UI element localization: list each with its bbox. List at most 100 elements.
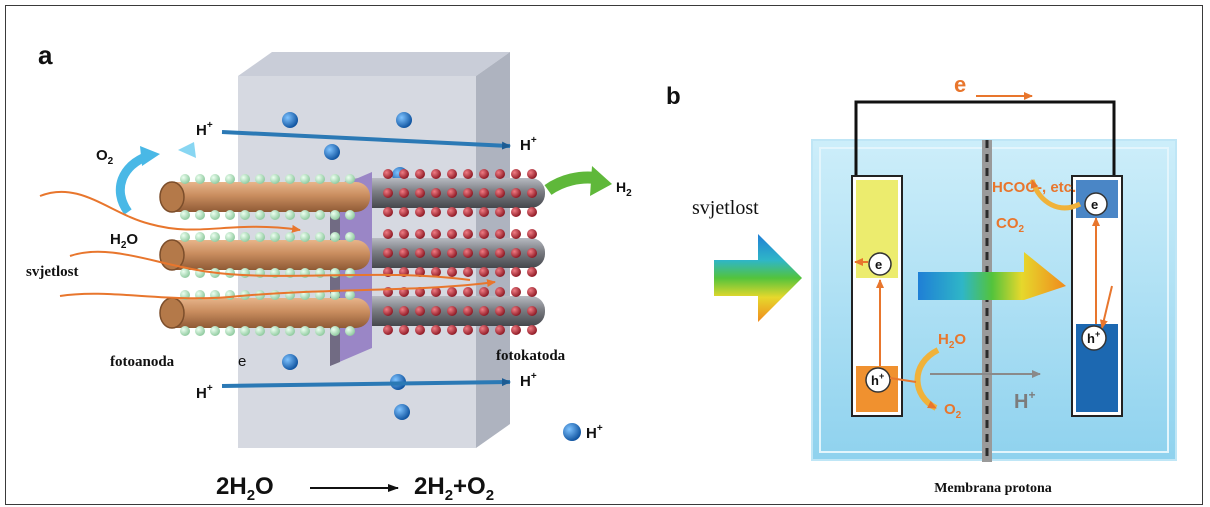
anode-bead [330,290,340,300]
electron-fragment-label: e [238,353,246,370]
electron-particle-right [1084,192,1108,216]
cathode-bead [479,248,489,258]
anode-bead [330,210,340,220]
cathode-bead [431,229,441,239]
anode-bead [270,210,280,220]
anode-bead [180,326,190,336]
anode-bead [240,268,250,278]
cathode-bead [479,229,489,239]
anode-bead [210,174,220,184]
anode-bead [285,290,295,300]
cathode-bead [383,188,393,198]
electron-flow-label: e [954,72,966,97]
cathode-bead [399,306,409,316]
cathode-bead [431,306,441,316]
o2-label-b: O2 [944,401,962,421]
membrane-caption: Membrana protona [934,481,1052,496]
anode-bead [195,232,205,242]
anode-bead [270,174,280,184]
co2-reduction-arrow [1029,179,1082,211]
anode-bead [240,210,250,220]
o2-label: O2 [96,147,114,167]
cathode-bead [463,188,473,198]
cathode-bead [463,229,473,239]
cathode-bead [527,267,537,277]
anode-bead [330,326,340,336]
anode-bead [300,232,310,242]
anode-bead [240,174,250,184]
panel-b: b e svjetlost e [666,72,1177,496]
anode-bead [285,232,295,242]
cathode-bead [415,306,425,316]
anode-bead [330,268,340,278]
cathode-bead [399,248,409,258]
cathode-bead [431,169,441,179]
anode-bead [180,174,190,184]
photoanode-label: fotoanoda [110,354,175,370]
cathode-bead [447,188,457,198]
h-plus-label-top-left: H+ [196,120,213,139]
cathode-bead [463,325,473,335]
anode-bead [255,210,265,220]
external-circuit-wire [854,100,1116,176]
cathode-bead [383,306,393,316]
proton-arrow-top [221,130,511,150]
anode-bead [180,268,190,278]
cathode-bead [415,229,425,239]
panel-a: a [26,40,632,504]
cathode-bead [495,325,505,335]
anode-bead [270,232,280,242]
cathode-bead [479,188,489,198]
cathode-bead [479,306,489,316]
cathode-bead [447,267,457,277]
cathode-bead [399,169,409,179]
cathode-bead [463,306,473,316]
hole-particle-left [865,367,891,393]
cathode-bead [527,306,537,316]
cathode-bead [511,325,521,335]
anode-bead [240,326,250,336]
cathode-bead [479,267,489,277]
photocathode-rods [340,178,545,326]
anode-bead [225,290,235,300]
anode-bead [270,290,280,300]
cathode-bead [383,248,393,258]
cathode-bead [447,248,457,258]
cathode-bead [463,248,473,258]
anode-bead [300,174,310,184]
anode-bead [210,232,220,242]
cathode-bead [495,248,505,258]
cathode-bead [383,325,393,335]
cathode-bead [415,169,425,179]
cathode-bead [479,287,489,297]
anode-bead [315,174,325,184]
cathode-bead [511,287,521,297]
light-label-b: svjetlost [692,197,759,219]
cathode-bead [447,325,457,335]
cathode-bead [495,188,505,198]
cathode-bead [527,169,537,179]
h2-label: H2 [616,179,632,199]
anode-bead [345,326,355,336]
anode-bead [225,326,235,336]
photoanode-rods [159,181,370,329]
cathode-bead [415,207,425,217]
anode-bead [225,232,235,242]
hole-text-left: h+ [871,371,884,388]
equation-reactant: 2H2O [216,473,274,504]
cathode-bead [415,287,425,297]
anode-bead [210,210,220,220]
cathode-bead [431,188,441,198]
anode-bead [255,174,265,184]
h2o-label: H2O [110,231,138,251]
charge-transfer-arrow [918,252,1066,300]
anode-bead [210,326,220,336]
panel-a-label: a [38,40,53,70]
anode-bead [315,326,325,336]
cathode-bead [447,306,457,316]
electron-text-left: e [875,257,882,272]
h-plus-label-top-right: H+ [520,135,537,154]
cathode-bead [415,267,425,277]
anode-bead [285,174,295,184]
cathode-bead [399,188,409,198]
